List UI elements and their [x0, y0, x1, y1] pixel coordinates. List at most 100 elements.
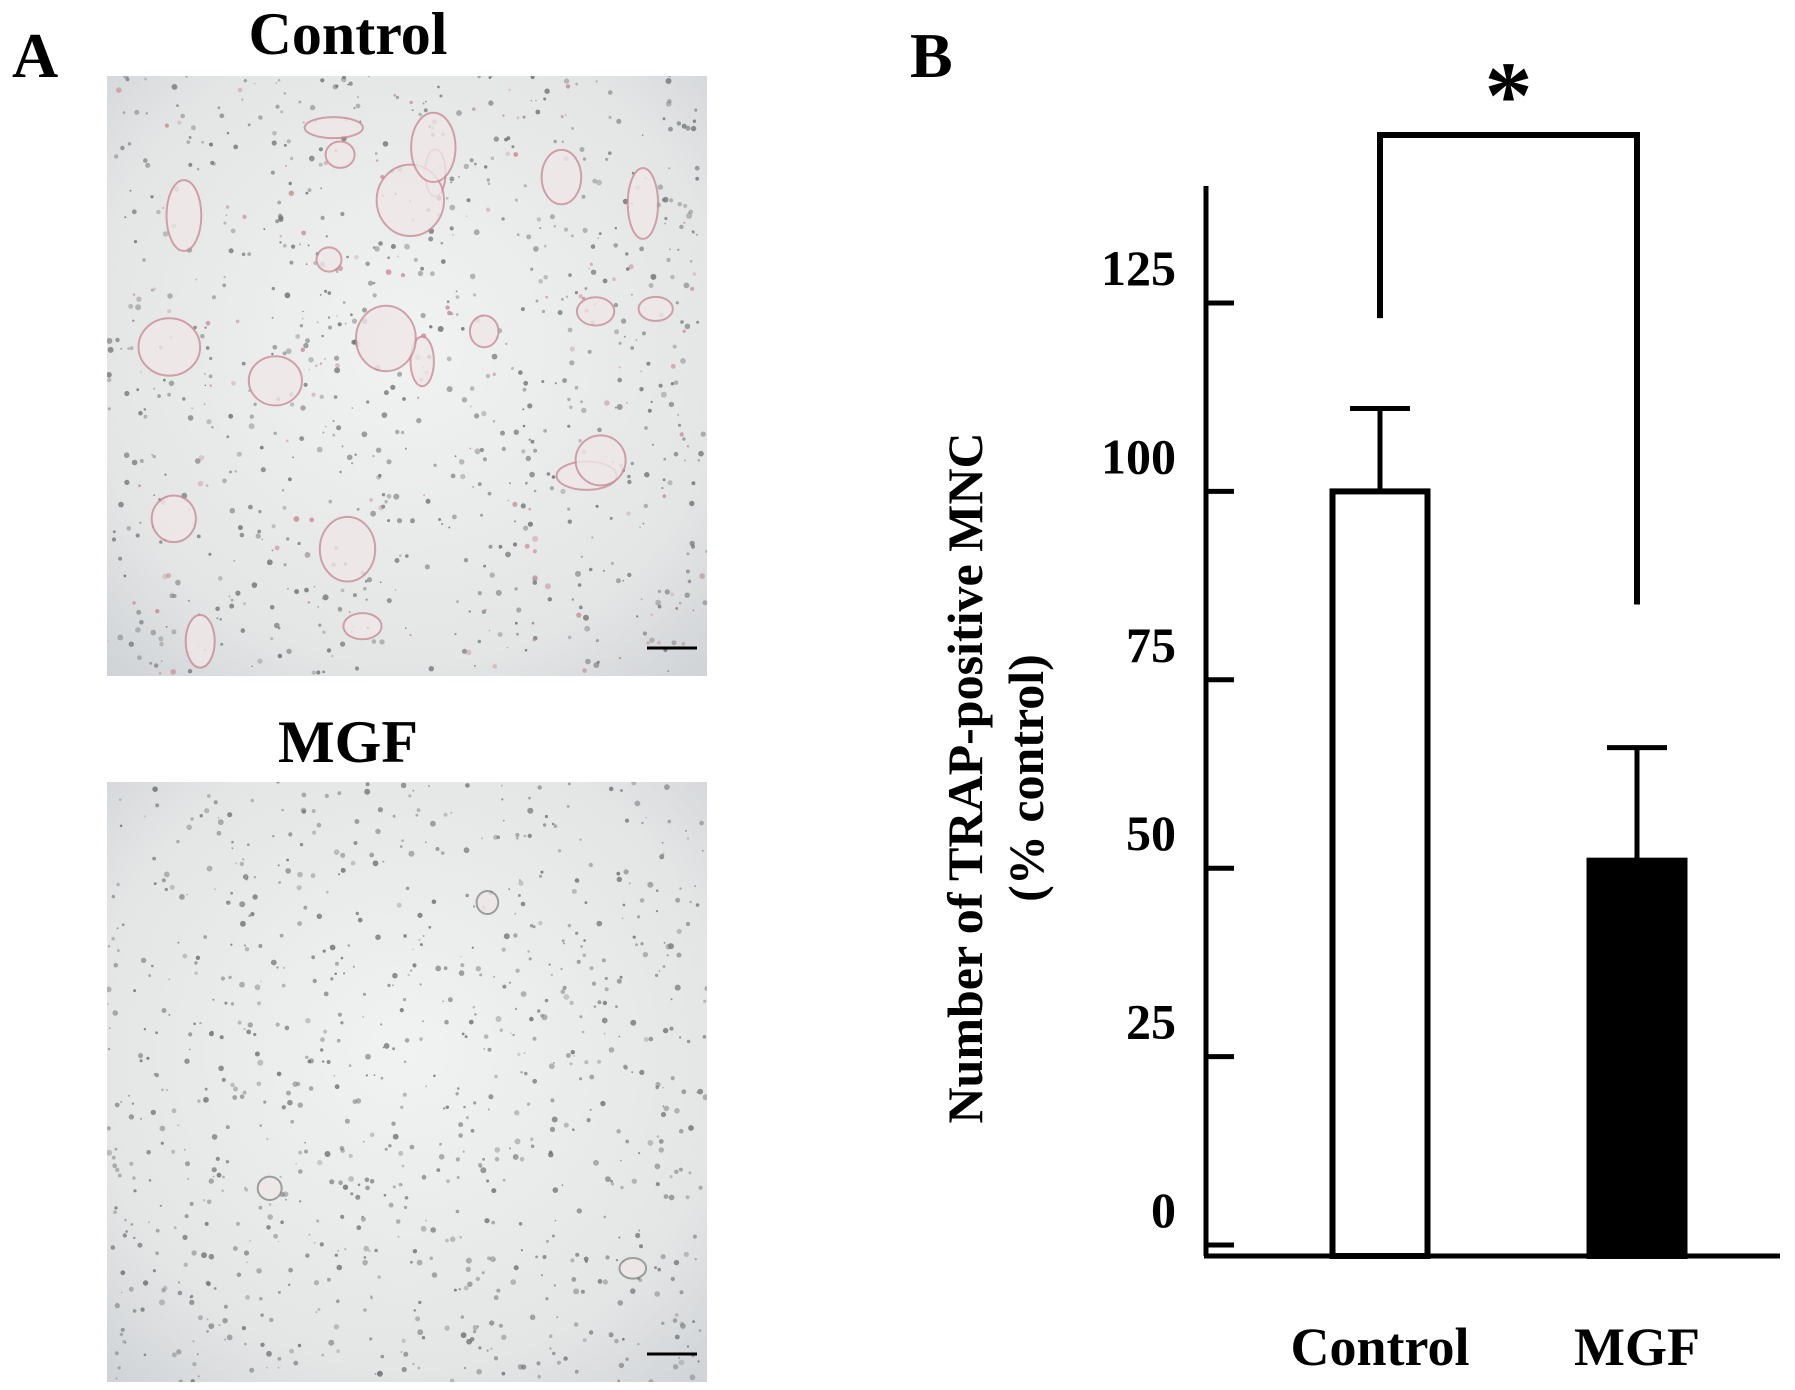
control-micrograph-cell-dot [668, 401, 675, 408]
mgf-micrograph-cell-dot [382, 860, 385, 863]
control-micrograph-cell-dot [590, 269, 597, 275]
control-micrograph-cell-dot [410, 518, 415, 524]
mgf-micrograph-cell-dot [120, 1327, 125, 1332]
mgf-micrograph-cell-dot [631, 1178, 637, 1184]
control-micrograph-cell-dot [695, 176, 700, 181]
control-micrograph-cell-dot [578, 294, 583, 299]
control-micrograph-cell-dot [647, 408, 652, 413]
control-micrograph-cell-dot [557, 310, 563, 316]
mgf-micrograph-cell-dot [242, 858, 245, 861]
mgf-micrograph-cell-dot [250, 912, 255, 917]
control-micrograph-cell-dot [307, 188, 312, 192]
control-micrograph-cell-dot [239, 532, 245, 538]
mgf-micrograph-cell-dot [501, 784, 503, 787]
control-micrograph-cell-dot [229, 470, 232, 474]
control-micrograph-cell-dot [275, 104, 280, 109]
control-micrograph-cell-dot [132, 601, 136, 605]
mgf-micrograph-cell-dot [327, 1277, 331, 1282]
mgf-micrograph-cell-dot [465, 1257, 472, 1264]
control-micrograph-cell-dot [691, 481, 696, 486]
mgf-micrograph-cell-dot [193, 1022, 196, 1026]
mgf-micrograph-cell-dot [383, 1193, 387, 1197]
control-micrograph-cell-dot [560, 115, 564, 119]
control-micrograph-cell-dot [657, 184, 664, 190]
control-micrograph-cell-dot [322, 670, 326, 674]
control-micrograph-cell-dot [565, 84, 571, 89]
control-micrograph-cell-dot [688, 211, 691, 214]
control-micrograph-cell-dot [198, 455, 205, 461]
mgf-micrograph-cell-dot [520, 1071, 523, 1074]
control-micrograph-cell-dot [257, 658, 263, 664]
mgf-micrograph-cell-dot [482, 1157, 485, 1161]
control-micrograph-cell-dot [564, 114, 567, 116]
control-micrograph-cell-dot [226, 131, 230, 135]
control-micrograph-cell-dot [639, 387, 644, 392]
mgf-micrograph-cell-dot [573, 1322, 579, 1327]
control-micrograph-cell-dot [569, 346, 575, 352]
control-micrograph-cell-dot [649, 637, 655, 643]
mgf-micrograph-cell-dot [489, 1320, 495, 1326]
mgf-micrograph-cell-dot [639, 898, 645, 903]
control-micrograph-cell-dot [618, 656, 622, 660]
control-micrograph-cell-dot [523, 380, 529, 386]
control-micrograph-cell-dot [544, 88, 550, 94]
control-micrograph-cell-dot [567, 519, 572, 524]
mgf-micrograph-cell-dot [422, 1020, 425, 1023]
control-micrograph-cell-dot [288, 477, 292, 482]
control-micrograph-cell-dot [553, 139, 557, 144]
control-micrograph-cell-dot [348, 81, 353, 86]
mgf-micrograph-cell-dot [221, 1189, 224, 1192]
control-micrograph-cell-dot [185, 76, 188, 78]
control-micrograph-cell-dot [668, 167, 671, 170]
mgf-micrograph-cell-dot [467, 1281, 473, 1287]
mgf-micrograph-cell-dot [510, 1279, 517, 1285]
mgf-micrograph-cell-dot [655, 1081, 661, 1088]
control-micrograph-cell-dot [254, 82, 256, 85]
mgf-micrograph-cell-dot [276, 966, 279, 969]
control-micrograph-cell-dot [472, 293, 477, 297]
control-micrograph-cell-dot [571, 127, 574, 130]
mgf-micrograph-cell-dot [336, 1299, 340, 1304]
control-micrograph-cell-dot [129, 346, 134, 351]
control-micrograph-cell-dot [422, 102, 425, 105]
mgf-micrograph-cell-dot [128, 1114, 135, 1120]
control-micrograph-cell-dot [580, 400, 583, 404]
control-micrograph-cell-dot [339, 470, 342, 474]
control-micrograph-cell-dot [477, 76, 481, 79]
mgf-micrograph-cell-dot [392, 1185, 396, 1189]
mgf-micrograph-cell-dot [524, 1071, 528, 1076]
control-micrograph-cell-dot [123, 574, 127, 578]
mgf-micrograph-cell-dot [566, 1053, 571, 1058]
control-micrograph-cell-dot [409, 100, 413, 105]
mgf-micrograph-cell-dot [215, 1156, 220, 1161]
mgf-micrograph-cell-dot [388, 1144, 392, 1148]
mgf-micrograph-cell-dot [702, 1035, 707, 1039]
control-micrograph-cell-dot [188, 136, 192, 139]
control-micrograph-cell-dot [657, 640, 661, 645]
control-micrograph-cell-dot [686, 552, 690, 556]
mgf-micrograph-cell-dot [164, 887, 168, 892]
control-micrograph-cell-dot [186, 140, 191, 144]
mgf-micrograph-cell-dot [204, 1221, 209, 1226]
control-micrograph-cell-dot [639, 526, 641, 528]
mgf-micrograph-cell-dot [250, 798, 254, 803]
control-micrograph-cell-dot [514, 198, 518, 202]
mgf-micrograph-cell-dot [399, 845, 403, 848]
control-micrograph-cell-dot [166, 573, 171, 579]
control-micrograph-cell-dot [382, 141, 389, 147]
mgf-micrograph-cell-dot [384, 1147, 388, 1151]
control-micrograph-cell-dot [107, 346, 114, 353]
control-micrograph-cell-dot [169, 593, 175, 599]
control-micrograph-cell-dot [530, 267, 534, 271]
mgf-micrograph-cell-dot [455, 1157, 460, 1162]
control-micrograph-cell-dot [473, 162, 477, 166]
control-micrograph-cell-dot [404, 627, 407, 630]
mgf-micrograph-cell-dot [217, 816, 220, 819]
control-micrograph-cell-dot [335, 315, 338, 317]
control-micrograph-cell-dot [223, 276, 226, 279]
mgf-micrograph-cell-dot [429, 1256, 434, 1261]
control-micrograph-cell-dot [291, 244, 296, 249]
mgf-micrograph-cell-dot [481, 1271, 485, 1275]
control-micrograph-cell-dot [311, 392, 316, 397]
mgf-micrograph-cell-dot [545, 1297, 549, 1301]
